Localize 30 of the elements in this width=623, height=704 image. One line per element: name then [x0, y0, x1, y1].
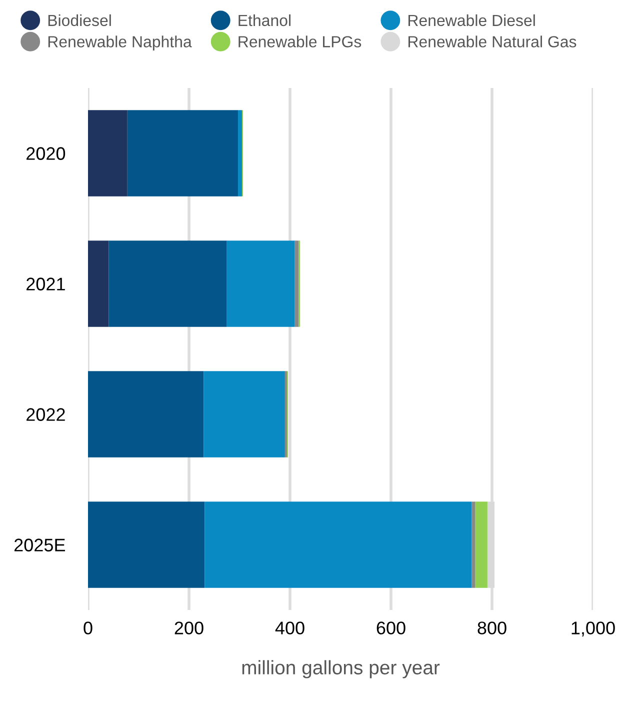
- legend-label: Renewable LPGs: [238, 36, 362, 48]
- x-tick-label: 0: [84, 622, 92, 634]
- bar: [204, 502, 472, 588]
- bar: [88, 240, 109, 327]
- x-axis-title: million gallons per year: [242, 660, 440, 678]
- bar: [238, 110, 242, 196]
- y-tick-label: 2020: [26, 147, 66, 160]
- bar: [226, 240, 295, 327]
- legend-label: Biodiesel: [48, 14, 111, 26]
- bar: [88, 371, 204, 458]
- legend-label: Ethanol: [238, 14, 290, 26]
- y-tick-label: 2025E: [14, 538, 66, 552]
- bar: [475, 502, 488, 588]
- y-tick-label: 2021: [26, 278, 65, 290]
- legend-label: Renewable Naphtha: [48, 36, 192, 51]
- bar: [472, 502, 476, 588]
- bar: [88, 110, 128, 196]
- x-tick-label: 200: [174, 622, 204, 634]
- bar: [127, 110, 238, 196]
- x-tick-label: 1,000: [572, 622, 615, 637]
- bar: [108, 240, 227, 327]
- bar: [88, 502, 205, 588]
- x-tick-label: 800: [478, 622, 506, 634]
- legend-label: Renewable Natural Gas: [408, 36, 576, 48]
- y-tick-label: 2022: [26, 408, 65, 421]
- bar: [294, 240, 299, 327]
- legend-label: Renewable Diesel: [408, 14, 535, 26]
- x-tick-label: 400: [275, 622, 304, 634]
- x-tick-label: 600: [376, 622, 406, 634]
- bar: [204, 371, 285, 458]
